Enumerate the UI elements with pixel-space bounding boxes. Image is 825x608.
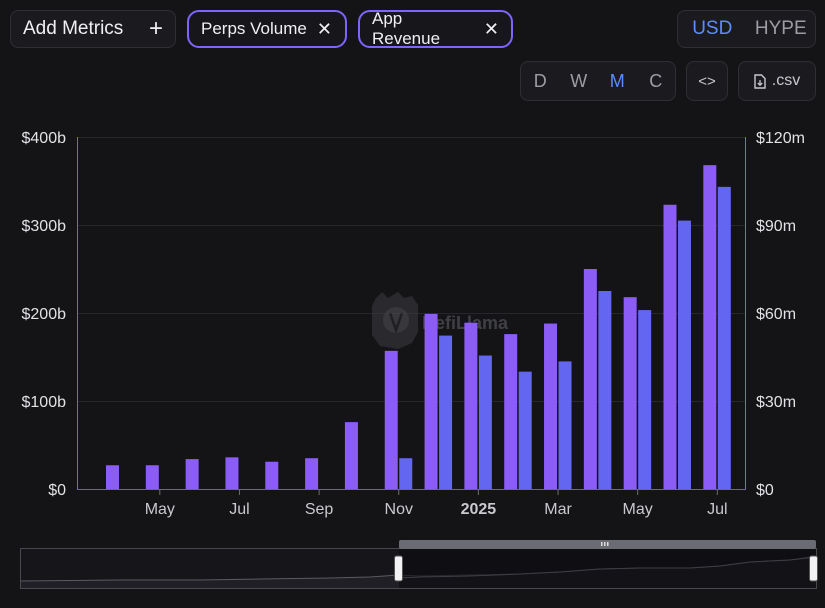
bar-app-revenue[interactable]	[717, 186, 731, 489]
download-csv-button[interactable]: .csv	[738, 61, 816, 101]
close-icon[interactable]: ✕	[316, 19, 332, 39]
period-option-w[interactable]: W	[570, 70, 588, 91]
bar-perps-volume[interactable]	[225, 457, 239, 489]
bars	[106, 165, 731, 489]
x-tick-label: 2025	[461, 501, 497, 518]
bar-app-revenue[interactable]	[518, 371, 532, 489]
currency-option-usd[interactable]: USD	[692, 18, 733, 39]
x-tick-label: Jul	[229, 501, 249, 518]
bar-perps-volume[interactable]	[583, 269, 597, 489]
bar-perps-volume[interactable]	[305, 458, 319, 489]
x-tick-label: Sep	[305, 501, 334, 518]
bar-perps-volume[interactable]	[384, 350, 398, 489]
y-left-tick-label: $100b	[22, 394, 67, 411]
currency-toggle: USD HYPE	[677, 10, 816, 48]
bar-perps-volume[interactable]	[623, 297, 637, 489]
y-right-tick-label: $0	[756, 482, 774, 499]
bar-app-revenue[interactable]	[638, 310, 652, 489]
plus-icon: +	[148, 15, 163, 42]
period-option-d[interactable]: D	[533, 70, 547, 91]
left-axis-ticks: $0 $100b $200b $300b $400b	[22, 130, 67, 499]
period-toggle: D W M C	[520, 61, 676, 101]
metric-chip-label: Perps Volume	[201, 19, 307, 38]
defillama-logo-icon	[372, 292, 418, 349]
bar-perps-volume[interactable]	[504, 334, 518, 489]
bar-app-revenue[interactable]	[478, 355, 492, 489]
period-option-m[interactable]: M	[609, 70, 625, 91]
bar-perps-volume[interactable]	[145, 465, 159, 489]
bar-perps-volume[interactable]	[106, 465, 119, 489]
currency-option-hype[interactable]: HYPE	[754, 18, 807, 39]
y-left-tick-label: $400b	[22, 130, 67, 147]
bar-perps-volume[interactable]	[344, 422, 358, 489]
metric-chip-label: App Revenue	[372, 9, 441, 48]
slider-left-handle[interactable]	[394, 555, 403, 582]
bar-perps-volume[interactable]	[464, 322, 478, 489]
x-tick-label: May	[145, 501, 175, 518]
bar-app-revenue[interactable]	[439, 335, 453, 489]
bar-app-revenue[interactable]	[399, 458, 413, 489]
y-left-tick-label: $300b	[22, 218, 67, 235]
x-tick-label: Mar	[544, 501, 572, 518]
y-right-tick-label: $120m	[756, 130, 805, 147]
code-icon: <>	[698, 72, 716, 90]
slider-right-handle[interactable]	[809, 555, 818, 582]
y-right-tick-label: $30m	[756, 394, 796, 411]
bar-perps-volume[interactable]	[703, 165, 717, 489]
period-option-c[interactable]: C	[649, 70, 663, 91]
bar-perps-volume[interactable]	[265, 461, 279, 489]
range-slider	[20, 540, 818, 589]
x-tick-label: Jul	[707, 501, 727, 518]
y-left-tick-label: $200b	[22, 306, 67, 323]
y-right-tick-label: $90m	[756, 218, 796, 235]
bar-app-revenue[interactable]	[558, 361, 572, 489]
bar-perps-volume[interactable]	[544, 323, 558, 489]
right-axis-ticks: $0 $30m $60m $90m $120m	[756, 130, 805, 499]
bar-perps-volume[interactable]	[424, 313, 438, 489]
add-metrics-button[interactable]: Add Metrics +	[10, 10, 176, 48]
y-right-tick-label: $60m	[756, 306, 796, 323]
add-metrics-label: Add Metrics	[23, 18, 124, 39]
close-icon[interactable]: ✕	[483, 19, 499, 39]
y-left-tick-label: $0	[48, 482, 66, 499]
x-axis-ticks: May Jul Sep Nov 2025 Mar May Jul	[145, 489, 728, 518]
csv-label: .csv	[771, 72, 801, 89]
x-tick-label: May	[623, 501, 653, 518]
file-download-icon	[754, 73, 766, 89]
bar-app-revenue[interactable]	[598, 291, 612, 489]
x-tick-label: Nov	[385, 501, 413, 518]
bar-app-revenue[interactable]	[677, 220, 691, 489]
metric-chip-perps-volume[interactable]: Perps Volume ✕	[187, 10, 347, 48]
metric-chip-app-revenue[interactable]: App Revenue ✕	[358, 9, 513, 48]
bar-perps-volume[interactable]	[185, 459, 199, 489]
embed-button[interactable]: <>	[686, 61, 728, 101]
bar-perps-volume[interactable]	[663, 204, 677, 489]
